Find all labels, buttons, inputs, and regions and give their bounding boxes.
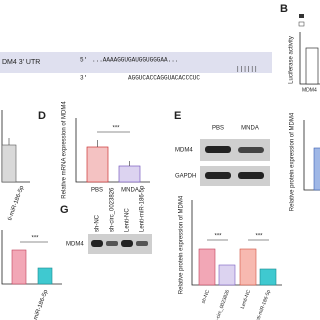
legend-swatch xyxy=(298,21,305,27)
bar xyxy=(259,268,277,286)
lane-label: MNDA xyxy=(241,126,259,132)
band xyxy=(106,241,118,246)
y-axis-label: Luciferase activity xyxy=(289,36,295,84)
blot xyxy=(88,234,152,254)
lane-label: PBS xyxy=(212,126,224,132)
band xyxy=(205,172,231,179)
panel-label: D xyxy=(38,110,46,122)
base-pairs: |||||| xyxy=(236,66,258,73)
panel-label: B xyxy=(280,3,288,15)
x-axis-label: MDM4 xyxy=(302,87,317,93)
legend-swatch xyxy=(299,14,304,18)
x-tick-label: sh-circ_0023826 xyxy=(213,289,231,320)
bar xyxy=(37,267,53,285)
x-tick-label: sh-NC xyxy=(201,289,212,305)
panel-label: G xyxy=(60,204,69,216)
blot xyxy=(200,166,270,186)
x-tick-label: PBS xyxy=(91,188,103,194)
five-prime: 5' xyxy=(80,57,87,64)
band xyxy=(121,240,133,247)
x-tick-label: MNDA xyxy=(121,188,139,194)
bar xyxy=(86,146,109,183)
significance: *** xyxy=(31,236,39,242)
band xyxy=(205,146,231,153)
y-axis-label: Relative protein expression of MDM4 xyxy=(179,195,185,294)
bar xyxy=(118,165,141,183)
lane-label: Lenti-miR-186-5p xyxy=(140,185,146,232)
bar xyxy=(198,248,216,286)
utr-band xyxy=(0,52,272,73)
y-axis-label: Relative mRNA expression of MDM4 xyxy=(62,101,68,199)
band xyxy=(91,240,103,247)
bar xyxy=(239,248,257,286)
row-label: MDM4 xyxy=(66,242,84,248)
bar xyxy=(1,144,17,183)
utr-label: DM4 3' UTR xyxy=(2,59,40,66)
lane-label: Lenti-NC xyxy=(125,208,131,232)
panel-label: E xyxy=(174,110,181,122)
bar xyxy=(305,47,319,85)
row-label: MDM4 xyxy=(175,148,193,154)
lane-label: sh-NC xyxy=(95,214,101,232)
x-tick-label: Lenti-NC xyxy=(240,289,253,310)
blot xyxy=(200,139,270,161)
significance: *** xyxy=(214,234,222,240)
band xyxy=(238,147,264,153)
seq-bottom: AGGUCACCAGGUACACCCUC xyxy=(128,75,200,82)
bar xyxy=(313,147,320,191)
seq-top: ...AAAAGGUGAUGGUGGGAA... xyxy=(92,57,178,64)
x-tick-label: Lenti-miR-186-5p xyxy=(253,289,272,320)
y-axis-label: Relative protein expression of MDM4 xyxy=(290,112,296,211)
lane-label: sh-circ_0023826 xyxy=(110,187,116,232)
row-label: GAPDH xyxy=(175,174,196,180)
band xyxy=(136,241,148,246)
bar xyxy=(11,249,27,285)
bar xyxy=(218,264,236,286)
significance: *** xyxy=(255,234,263,240)
band xyxy=(238,172,264,179)
x-tick-label: Lenti-miR-186-5p xyxy=(28,289,50,320)
significance: *** xyxy=(112,126,120,132)
x-tick-label: ti-miR-186-5p xyxy=(7,185,25,222)
three-prime: 3' xyxy=(80,75,87,82)
